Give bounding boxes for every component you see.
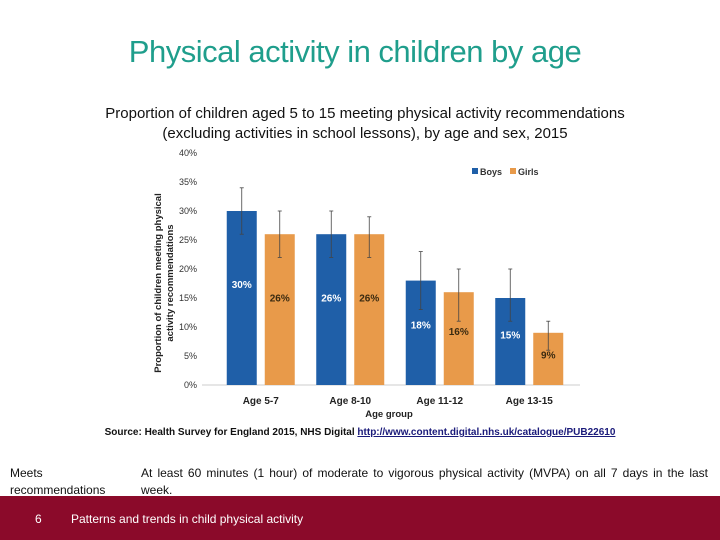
- bar-girls: [354, 234, 385, 385]
- source-note: Source: Health Survey for England 2015, …: [0, 427, 720, 438]
- data-label: 30%: [232, 280, 252, 291]
- chart-legend: Boys Girls: [472, 167, 539, 177]
- chart-subtitle: Proportion of children aged 5 to 15 meet…: [30, 104, 700, 144]
- activity-bar-chart: Proportion of children meeting physical …: [153, 148, 580, 420]
- y-axis-label-line-2: activity recommendations: [165, 224, 176, 341]
- legend-swatch-boys: [472, 168, 478, 174]
- legend-label-girls: Girls: [518, 167, 539, 177]
- x-tick-label: Age 5-7: [243, 396, 280, 407]
- source-text: Source: Health Survey for England 2015, …: [104, 427, 358, 438]
- y-tick-label: 30%: [179, 206, 197, 216]
- x-tick-label: Age 13-15: [506, 396, 554, 407]
- bars: 30% 26% 26% 26% 18% 16% 15% 9%: [226, 187, 564, 385]
- y-tick-label: 25%: [179, 235, 197, 245]
- footer-bar: 6 Patterns and trends in child physical …: [0, 496, 720, 540]
- y-tick-label: 0%: [184, 380, 197, 390]
- subtitle-line-1: Proportion of children aged 5 to 15 meet…: [105, 105, 625, 122]
- x-tick-label: Age 11-12: [416, 396, 463, 407]
- y-axis-ticks: 0% 5% 10% 15% 20% 25% 30% 35% 40%: [179, 148, 197, 390]
- legend-label-boys: Boys: [480, 167, 502, 177]
- data-label: 26%: [321, 294, 341, 305]
- y-axis-label-line-1: Proportion of children meeting physical: [153, 193, 164, 372]
- data-label: 9%: [541, 351, 556, 362]
- bar-boys: [226, 211, 257, 385]
- source-link[interactable]: http://www.content.digital.nhs.uk/catalo…: [357, 427, 616, 438]
- data-label: 18%: [411, 320, 431, 331]
- y-tick-label: 20%: [179, 264, 197, 274]
- data-label: 26%: [359, 294, 379, 305]
- y-tick-label: 10%: [179, 322, 197, 332]
- y-tick-label: 35%: [179, 177, 197, 187]
- data-label: 16%: [449, 327, 469, 338]
- slide-title: Physical activity in children by age: [128, 34, 582, 69]
- x-axis-ticks: Age 5-7 Age 8-10 Age 11-12 Age 13-15: [243, 396, 554, 407]
- page-number: 6: [35, 512, 42, 526]
- y-tick-label: 5%: [184, 351, 197, 361]
- y-tick-label: 40%: [179, 148, 197, 158]
- subtitle-line-2: (excluding activities in school lessons)…: [162, 125, 568, 142]
- x-tick-label: Age 8-10: [329, 396, 371, 407]
- y-axis-label: Proportion of children meeting physical …: [153, 193, 176, 372]
- data-label: 15%: [500, 331, 520, 342]
- definition-term: Meets recommendations: [10, 466, 106, 497]
- data-label: 26%: [270, 294, 290, 305]
- legend-swatch-girls: [510, 168, 516, 174]
- bar-boys: [316, 234, 347, 385]
- bar-girls: [264, 234, 295, 385]
- definition-text: At least 60 minutes (1 hour) of moderate…: [141, 466, 708, 497]
- x-axis-label: Age group: [365, 409, 413, 420]
- y-tick-label: 15%: [179, 293, 197, 303]
- footer-text: Patterns and trends in child physical ac…: [71, 512, 304, 526]
